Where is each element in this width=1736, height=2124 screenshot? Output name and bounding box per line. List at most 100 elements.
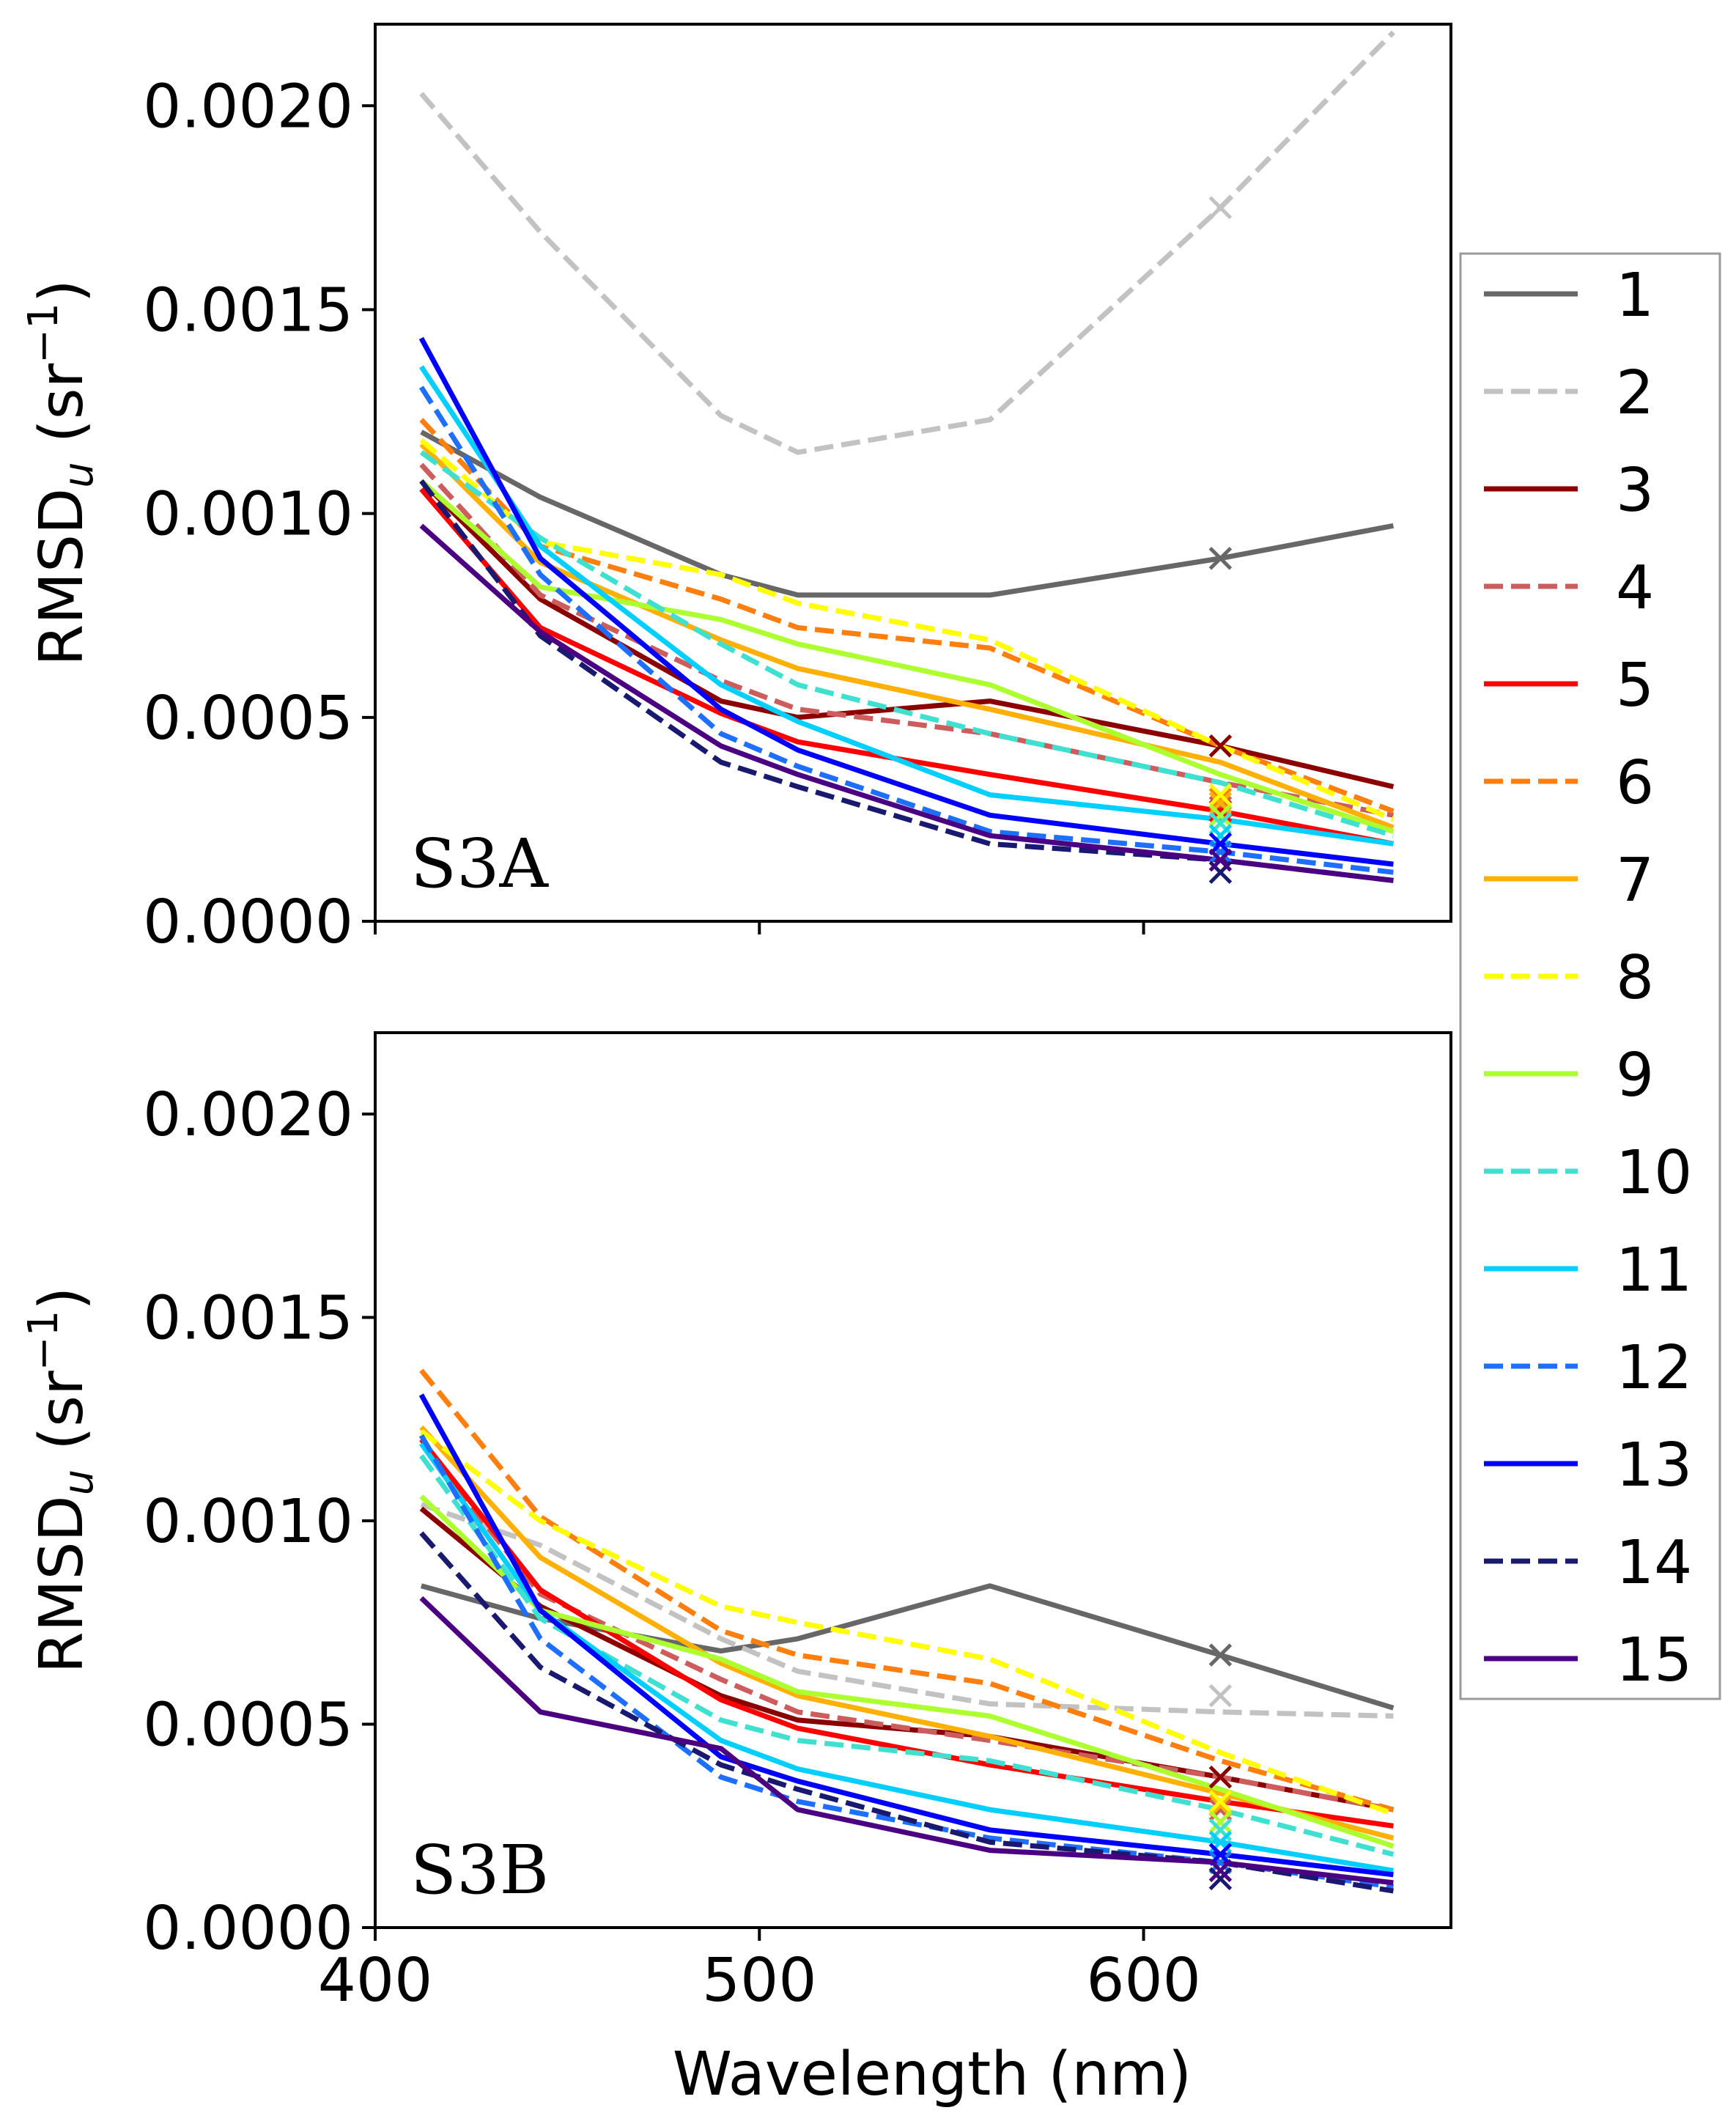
marker-stroke — [1208, 832, 1233, 856]
series-marker-1 — [1208, 547, 1233, 570]
y-tick-label: 0.0010 — [143, 1487, 353, 1557]
series-marker-9 — [1208, 1810, 1233, 1834]
legend-label: 3 — [1616, 456, 1654, 526]
series-line-3 — [419, 479, 1395, 789]
legend-label: 13 — [1616, 1431, 1692, 1500]
marker-stroke — [1208, 1643, 1233, 1667]
y-label-exponent: −1 — [20, 303, 67, 364]
y-tick-label: 0.0010 — [143, 480, 353, 550]
series-line-6 — [419, 1368, 1395, 1813]
series-line-9 — [419, 479, 1395, 834]
y-label-main: RMSD — [27, 1495, 97, 1673]
series-line-2 — [420, 1502, 1394, 1719]
series-marker-8 — [1208, 1790, 1233, 1813]
marker-stroke — [1208, 1765, 1233, 1789]
y-tick-label: 0.0000 — [143, 1894, 353, 1963]
series-marker-9 — [1208, 803, 1233, 827]
legend-label: 2 — [1616, 358, 1654, 428]
series-line-12 — [418, 386, 1394, 875]
panel-label: S3A — [410, 825, 550, 903]
legend-label: 5 — [1616, 651, 1654, 720]
y-label-exponent: −1 — [20, 1310, 67, 1371]
series-marker-8 — [1208, 783, 1233, 807]
legend-label: 11 — [1616, 1236, 1692, 1305]
legend-label: 9 — [1616, 1041, 1654, 1110]
marker-stroke — [1208, 1859, 1233, 1883]
marker-stroke — [1208, 196, 1233, 220]
y-axis-label: RMSDu (sr−1) — [20, 1287, 103, 1673]
y-label-unit: (sr — [27, 1371, 97, 1470]
marker-stroke — [1208, 1790, 1233, 1813]
y-label-unit: (sr — [27, 364, 97, 462]
y-tick-label: 0.0005 — [143, 684, 353, 753]
series-line-8 — [419, 1429, 1395, 1816]
series-marker-3 — [1208, 1765, 1233, 1789]
x-tick-label: 500 — [702, 1946, 817, 2016]
y-tick-label: 0.0015 — [143, 1284, 353, 1354]
y-tick-label: 0.0020 — [143, 1080, 353, 1150]
series-line-1 — [420, 429, 1395, 598]
y-axis-label: RMSDu (sr−1) — [20, 279, 103, 665]
panel-label: S3B — [410, 1831, 549, 1909]
series-line-10 — [419, 450, 1395, 838]
series-marker-14 — [1208, 1867, 1233, 1891]
y-label-subscript: u — [55, 1470, 103, 1496]
series-line-2 — [419, 30, 1395, 455]
legend-label: 12 — [1616, 1333, 1692, 1403]
series-marker-12 — [1208, 840, 1233, 864]
chart-panel-s3b: 0.0000 0.0005 0.0010 0.0015 0.0020 400 500 600 S… — [20, 1031, 1452, 2016]
chart-panel-s3a: 0.0000 0.0005 0.0010 0.0015 0.0020 S3A RMSDu (… — [20, 23, 1452, 957]
marker-stroke — [1208, 734, 1233, 758]
legend-label: 14 — [1616, 1528, 1692, 1598]
marker-stroke — [1208, 824, 1233, 847]
marker-stroke — [1208, 1684, 1233, 1708]
marker-stroke — [1208, 848, 1233, 872]
series-line-4 — [419, 462, 1395, 818]
series-line-10 — [419, 1454, 1395, 1857]
series-marker-3 — [1208, 734, 1233, 758]
x-tick-label: 600 — [1086, 1946, 1201, 2016]
series-marker-15 — [1208, 1859, 1233, 1883]
y-tick-label: 0.0005 — [143, 1691, 353, 1760]
series-line-11 — [418, 365, 1394, 847]
legend-label: 15 — [1616, 1626, 1692, 1695]
marker-stroke — [1208, 787, 1233, 811]
series-line-14 — [419, 1531, 1394, 1894]
series-line-15 — [419, 1596, 1394, 1886]
marker-stroke — [1208, 1810, 1233, 1834]
series-marker-6 — [1208, 787, 1233, 811]
y-label-unit-close: ) — [27, 1287, 97, 1310]
series-marker-1 — [1208, 1643, 1233, 1667]
y-label-subscript: u — [55, 462, 103, 488]
plot-frame — [374, 1031, 1452, 1929]
legend-label: 10 — [1616, 1138, 1692, 1208]
legend-label: 7 — [1616, 846, 1654, 915]
series-group — [418, 30, 1395, 885]
legend-label: 6 — [1616, 748, 1654, 818]
x-tick-label: 400 — [318, 1946, 433, 2016]
x-axis-label: Wavelength (nm) — [673, 2040, 1192, 2109]
series-line-7 — [419, 442, 1395, 830]
marker-stroke — [1208, 783, 1233, 807]
marker-stroke — [1208, 840, 1233, 864]
y-label-unit-close: ) — [27, 279, 97, 303]
legend-label: 8 — [1616, 943, 1654, 1013]
series-marker-15 — [1208, 848, 1233, 872]
series-line-12 — [418, 1434, 1394, 1889]
series-marker-2 — [1208, 196, 1233, 220]
marker-stroke — [1208, 1867, 1233, 1891]
series-marker-2 — [1208, 1684, 1233, 1708]
y-tick-label: 0.0015 — [143, 276, 353, 345]
legend-label: 4 — [1616, 553, 1654, 623]
plot-frame — [374, 23, 1452, 923]
marker-stroke — [1208, 547, 1233, 570]
series-line-14 — [419, 479, 1394, 883]
marker-stroke — [1208, 803, 1233, 827]
series-marker-11 — [1208, 824, 1233, 847]
series-marker-13 — [1208, 832, 1233, 856]
series-line-7 — [419, 1425, 1395, 1841]
legend-frame — [1459, 252, 1721, 1700]
